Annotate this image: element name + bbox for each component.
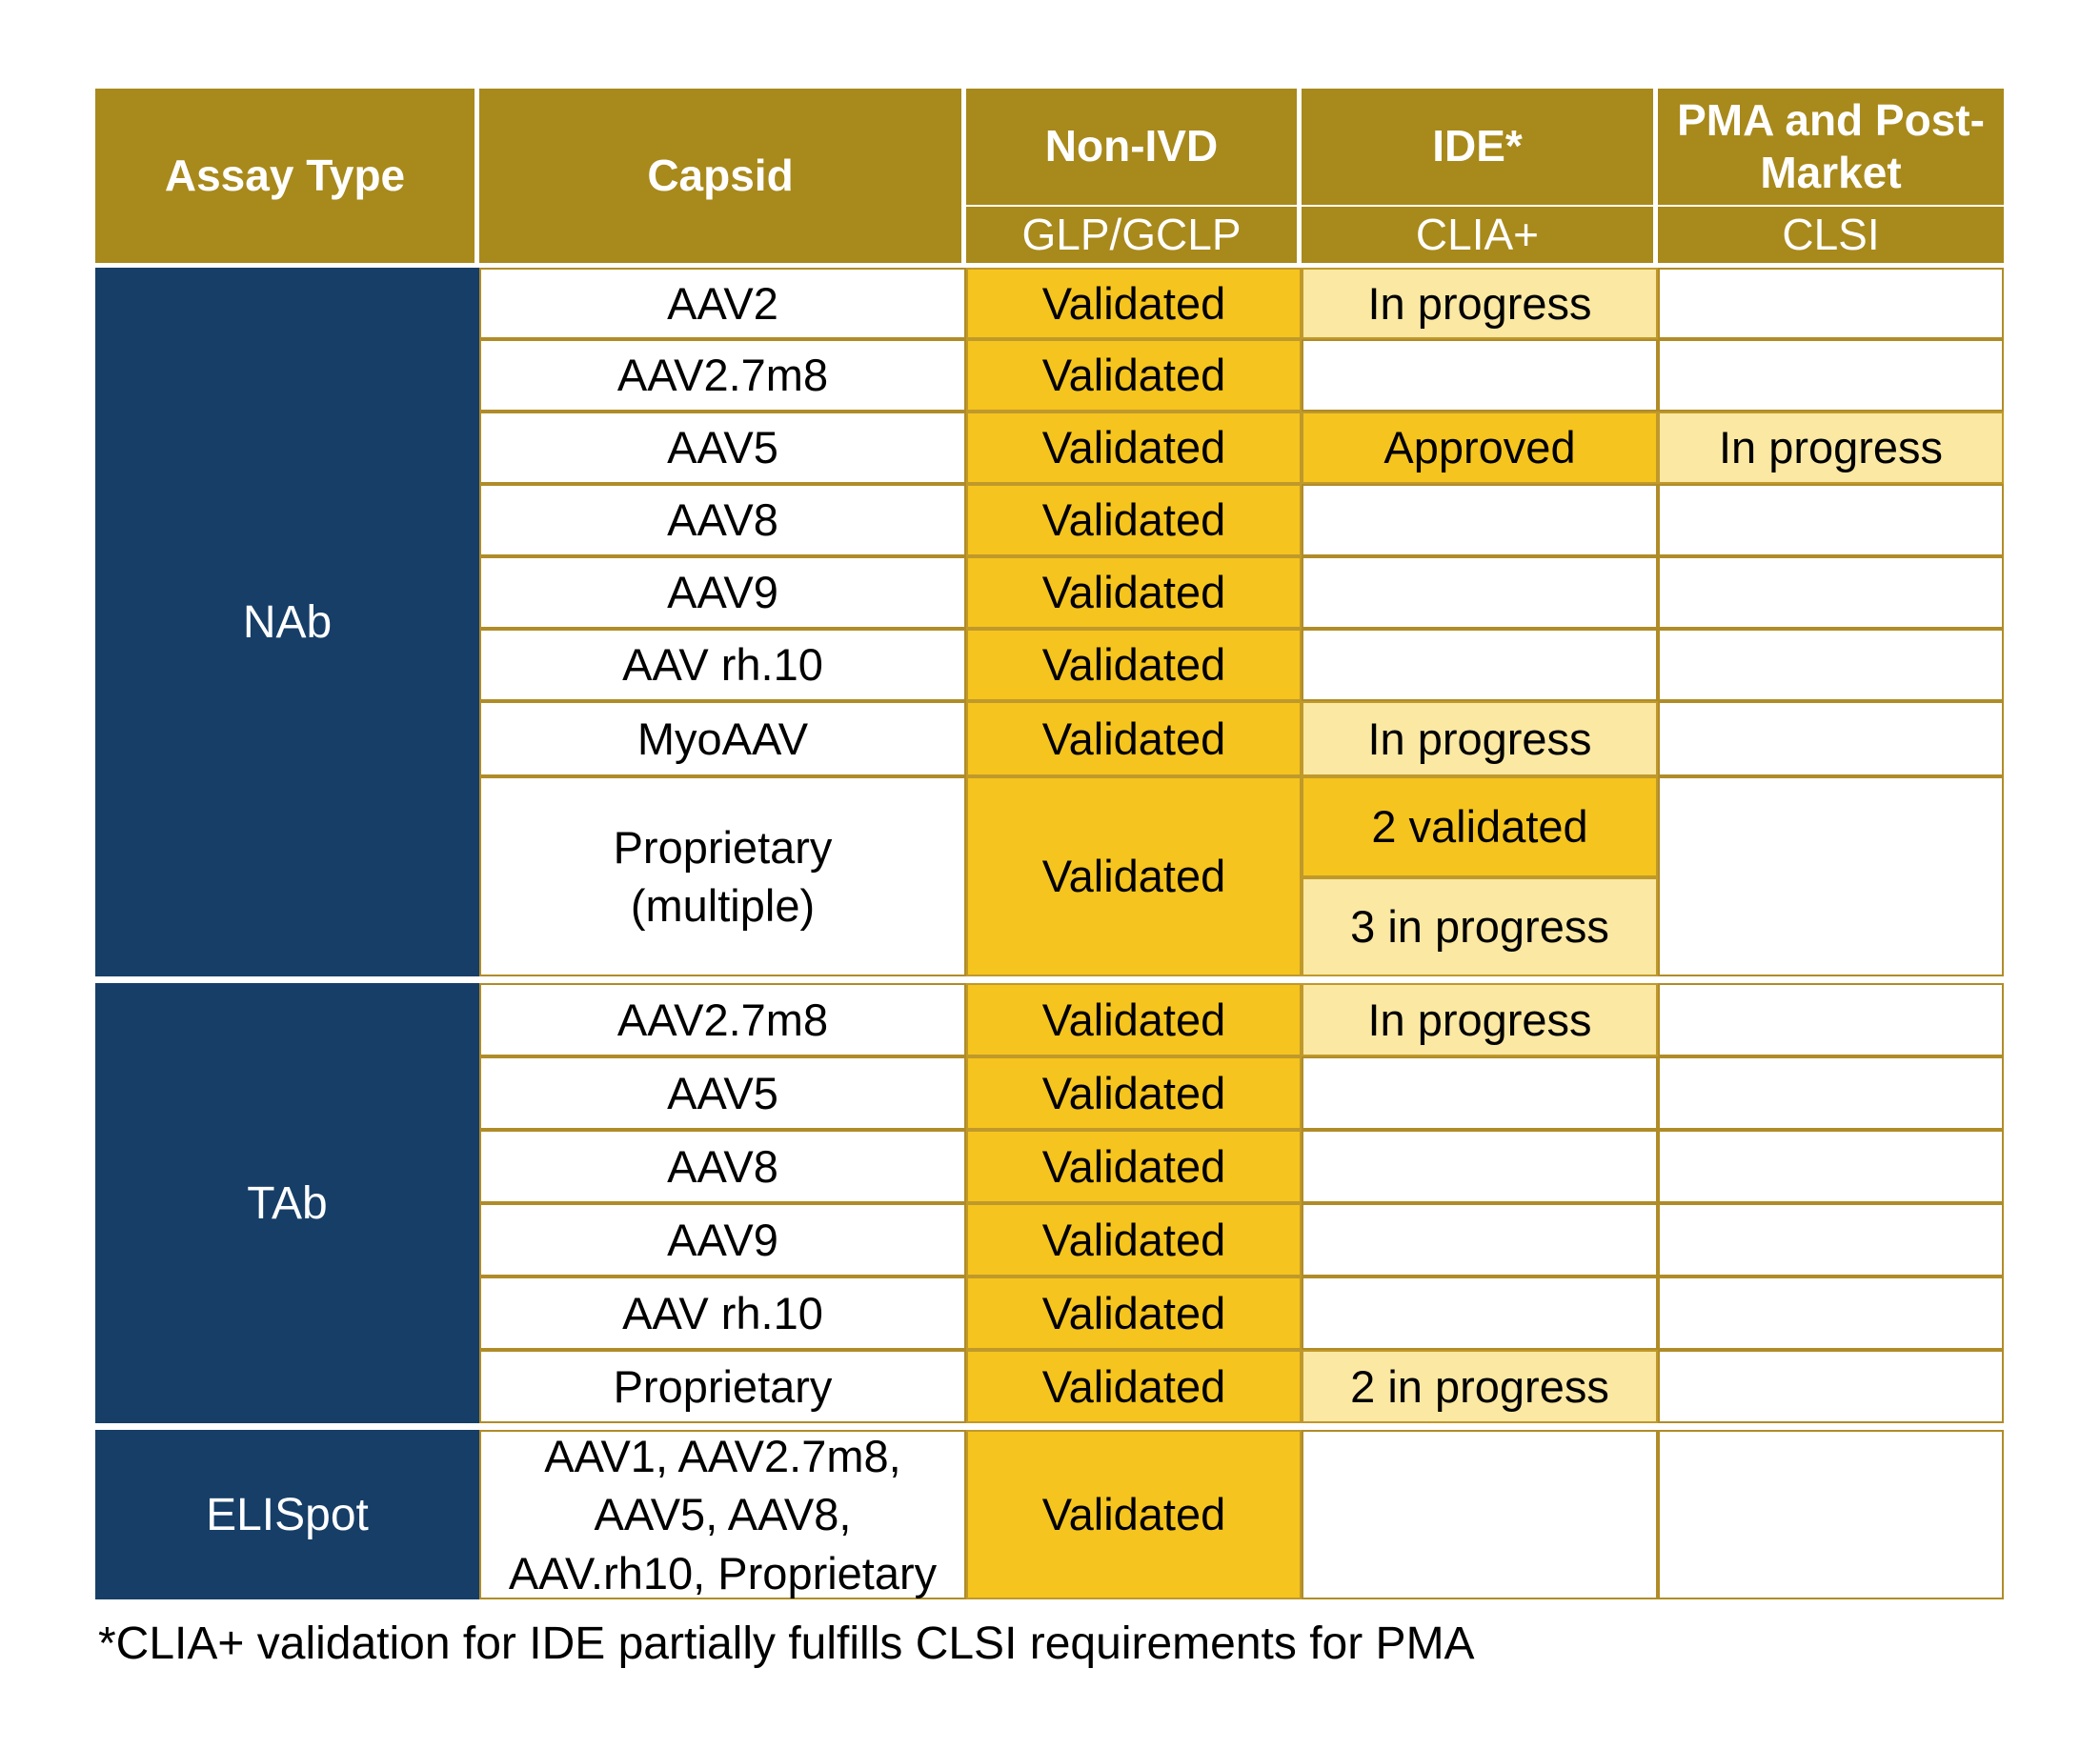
section-label-elispot: ELISpot <box>95 1430 479 1599</box>
status-cell-validated: Validated <box>966 556 1302 629</box>
status-cell-empty <box>1658 1277 2004 1350</box>
section-label-nab: NAb <box>95 268 479 976</box>
capsid-cell: AAV2.7m8 <box>479 339 966 412</box>
status-cell-empty <box>1302 484 1658 556</box>
status-cell-2-validated: 2 validated <box>1302 776 1658 877</box>
status-cell-empty <box>1658 983 2004 1056</box>
status-cell-empty <box>1302 629 1658 701</box>
footnote-clia-clsi: *CLIA+ validation for IDE partially fulf… <box>98 1618 1475 1669</box>
status-cell-empty <box>1658 1130 2004 1203</box>
capsid-line: AAV5, AAV8, <box>594 1489 852 1540</box>
status-cell-empty <box>1658 1056 2004 1130</box>
status-cell-empty <box>1302 1130 1658 1203</box>
status-cell-validated: Validated <box>966 629 1302 701</box>
capsid-line: (multiple) <box>630 880 816 931</box>
capsid-cell: MyoAAV <box>479 701 966 776</box>
status-cell-empty <box>1302 556 1658 629</box>
status-cell-validated: Validated <box>966 1203 1302 1277</box>
status-cell-empty <box>1658 701 2004 776</box>
capsid-cell: Proprietary <box>479 1350 966 1423</box>
assay-validation-table: Assay Type Capsid Non-IVD IDE* PMA and P… <box>95 89 2004 1599</box>
subheader-cell-clia: CLIA+ <box>1302 207 1658 263</box>
status-cell-validated: Validated <box>966 484 1302 556</box>
status-cell-2-in-progress: 2 in progress <box>1302 1350 1658 1423</box>
status-cell-validated: Validated <box>966 983 1302 1056</box>
status-cell-validated: Validated <box>966 1430 1302 1599</box>
header-cell-ide: IDE* <box>1302 89 1658 207</box>
capsid-cell: AAV2 <box>479 268 966 339</box>
status-cell-empty <box>1658 629 2004 701</box>
capsid-cell: AAV5 <box>479 412 966 484</box>
subheader-cell-clsi: CLSI <box>1658 207 2004 263</box>
capsid-line: Proprietary <box>613 821 833 873</box>
status-cell-validated: Validated <box>966 701 1302 776</box>
capsid-cell: AAV9 <box>479 556 966 629</box>
status-cell-empty <box>1658 268 2004 339</box>
status-cell-validated: Validated <box>966 268 1302 339</box>
capsid-cell: AAV8 <box>479 1130 966 1203</box>
status-cell-empty <box>1302 1056 1658 1130</box>
status-cell-validated: Validated <box>966 1056 1302 1130</box>
header-cell-assay-type: Assay Type <box>95 89 479 263</box>
status-cell-in-progress: In progress <box>1302 701 1658 776</box>
status-cell-empty <box>1302 1430 1658 1599</box>
header-cell-capsid: Capsid <box>479 89 966 263</box>
capsid-cell-proprietary-multiple: Proprietary (multiple) <box>479 776 966 976</box>
status-cell-validated: Validated <box>966 412 1302 484</box>
header-cell-pma-post-market: PMA and Post-Market <box>1658 89 2004 207</box>
status-cell-empty <box>1658 1350 2004 1423</box>
status-cell-empty <box>1658 776 2004 976</box>
capsid-cell-elispot: AAV1, AAV2.7m8, AAV5, AAV8, AAV.rh10, Pr… <box>479 1430 966 1599</box>
status-cell-empty <box>1658 1203 2004 1277</box>
status-cell-approved: Approved <box>1302 412 1658 484</box>
status-cell-in-progress: In progress <box>1658 412 2004 484</box>
status-cell-3-in-progress: 3 in progress <box>1302 877 1658 976</box>
status-cell-validated: Validated <box>966 1350 1302 1423</box>
status-cell-validated: Validated <box>966 1277 1302 1350</box>
status-cell-in-progress: In progress <box>1302 268 1658 339</box>
capsid-cell: AAV5 <box>479 1056 966 1130</box>
status-cell-empty <box>1302 1203 1658 1277</box>
section-label-tab: TAb <box>95 983 479 1423</box>
status-cell-empty <box>1658 556 2004 629</box>
subheader-cell-glp-gclp: GLP/GCLP <box>966 207 1302 263</box>
status-cell-empty <box>1658 1430 2004 1599</box>
header-cell-non-ivd: Non-IVD <box>966 89 1302 207</box>
capsid-cell: AAV8 <box>479 484 966 556</box>
status-cell-empty <box>1658 484 2004 556</box>
status-cell-empty <box>1302 1277 1658 1350</box>
status-cell-validated: Validated <box>966 776 1302 976</box>
capsid-line: AAV1, AAV2.7m8, <box>544 1431 901 1482</box>
capsid-line: AAV.rh10, Proprietary <box>508 1547 938 1598</box>
status-cell-empty <box>1658 339 2004 412</box>
capsid-cell: AAV rh.10 <box>479 629 966 701</box>
status-cell-empty <box>1302 339 1658 412</box>
capsid-cell: AAV2.7m8 <box>479 983 966 1056</box>
status-cell-validated: Validated <box>966 339 1302 412</box>
capsid-cell: AAV9 <box>479 1203 966 1277</box>
status-cell-validated: Validated <box>966 1130 1302 1203</box>
status-cell-in-progress: In progress <box>1302 983 1658 1056</box>
capsid-cell: AAV rh.10 <box>479 1277 966 1350</box>
